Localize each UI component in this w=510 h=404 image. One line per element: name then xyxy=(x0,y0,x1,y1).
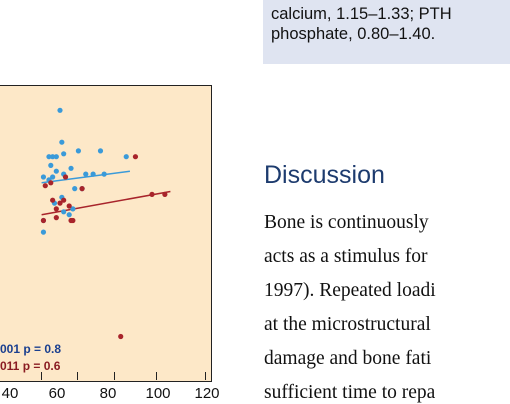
regression-line xyxy=(41,170,131,184)
scatter-point xyxy=(40,229,47,235)
scatter-point xyxy=(57,200,63,206)
scatter-point xyxy=(59,139,65,145)
x-tick-label: 60 xyxy=(48,385,66,402)
discussion-line-6: sufficient time to repa xyxy=(264,382,436,403)
scatter-point xyxy=(162,191,168,197)
scatter-point xyxy=(48,162,54,168)
scatter-point xyxy=(62,174,69,180)
x-tickmark-60 xyxy=(77,372,78,380)
blue-correlation-label: 001 p = 0.8 xyxy=(0,342,62,356)
discussion-line-2: acts as a stimulus for xyxy=(264,246,428,267)
scatter-point xyxy=(118,333,124,340)
scatter-point xyxy=(68,217,74,224)
scatter-point xyxy=(66,212,72,218)
scatter-point xyxy=(90,171,96,177)
scatter-point xyxy=(50,154,56,160)
scatter-point xyxy=(42,183,48,189)
scatter-point xyxy=(40,174,47,180)
scatter-point xyxy=(53,206,59,212)
scatter-point xyxy=(149,191,155,197)
reference-line-2: phosphate, 0.80–1.40. xyxy=(271,25,436,43)
discussion-line-5: damage and bone fati xyxy=(264,348,432,369)
discussion-heading: Discussion xyxy=(264,161,385,189)
scatter-point xyxy=(57,107,63,113)
scatter-point xyxy=(50,197,56,203)
scatter-point xyxy=(53,154,59,160)
x-tick-label: 80 xyxy=(99,385,117,402)
scatter-plot-area xyxy=(0,85,212,382)
scatter-point xyxy=(61,209,67,215)
scatter-point xyxy=(61,197,67,203)
scatter-point xyxy=(132,154,139,160)
scatter-point xyxy=(66,203,72,209)
scatter-point xyxy=(72,186,78,192)
x-tick-label: 120 xyxy=(194,385,220,402)
scatter-point xyxy=(40,217,47,224)
scatter-point xyxy=(50,174,56,180)
scatter-point xyxy=(53,168,59,174)
scatter-point xyxy=(75,148,81,154)
red-correlation-label: 011 p = 0.6 xyxy=(0,359,61,373)
scatter-point xyxy=(97,148,104,154)
discussion-line-1: Bone is continuously xyxy=(264,212,429,233)
scatter-point xyxy=(53,215,59,221)
scatter-point xyxy=(70,206,76,212)
scatter-point xyxy=(83,171,89,177)
x-tickmark-120 xyxy=(205,372,206,380)
scatter-point xyxy=(123,154,129,160)
discussion-line-4: at the microstructural xyxy=(264,314,431,335)
discussion-line-3: 1997). Repeated loadi xyxy=(264,280,436,301)
scatter-point xyxy=(79,186,85,192)
scatter-point xyxy=(61,151,67,157)
x-tickmark-40 xyxy=(41,372,42,380)
reference-ranges-box: calcium, 1.15–1.33; PTH phosphate, 0.80–… xyxy=(263,0,510,64)
scatter-point xyxy=(48,180,54,186)
reference-line-1: calcium, 1.15–1.33; PTH xyxy=(271,5,452,23)
scatter-point xyxy=(46,154,52,160)
x-tickmark-80 xyxy=(114,372,115,380)
x-tick-label: 40 xyxy=(1,385,19,402)
x-tick-label: 100 xyxy=(145,385,171,402)
x-tickmark-100 xyxy=(156,372,157,380)
scatter-point xyxy=(101,171,107,177)
scatter-point xyxy=(68,165,74,171)
